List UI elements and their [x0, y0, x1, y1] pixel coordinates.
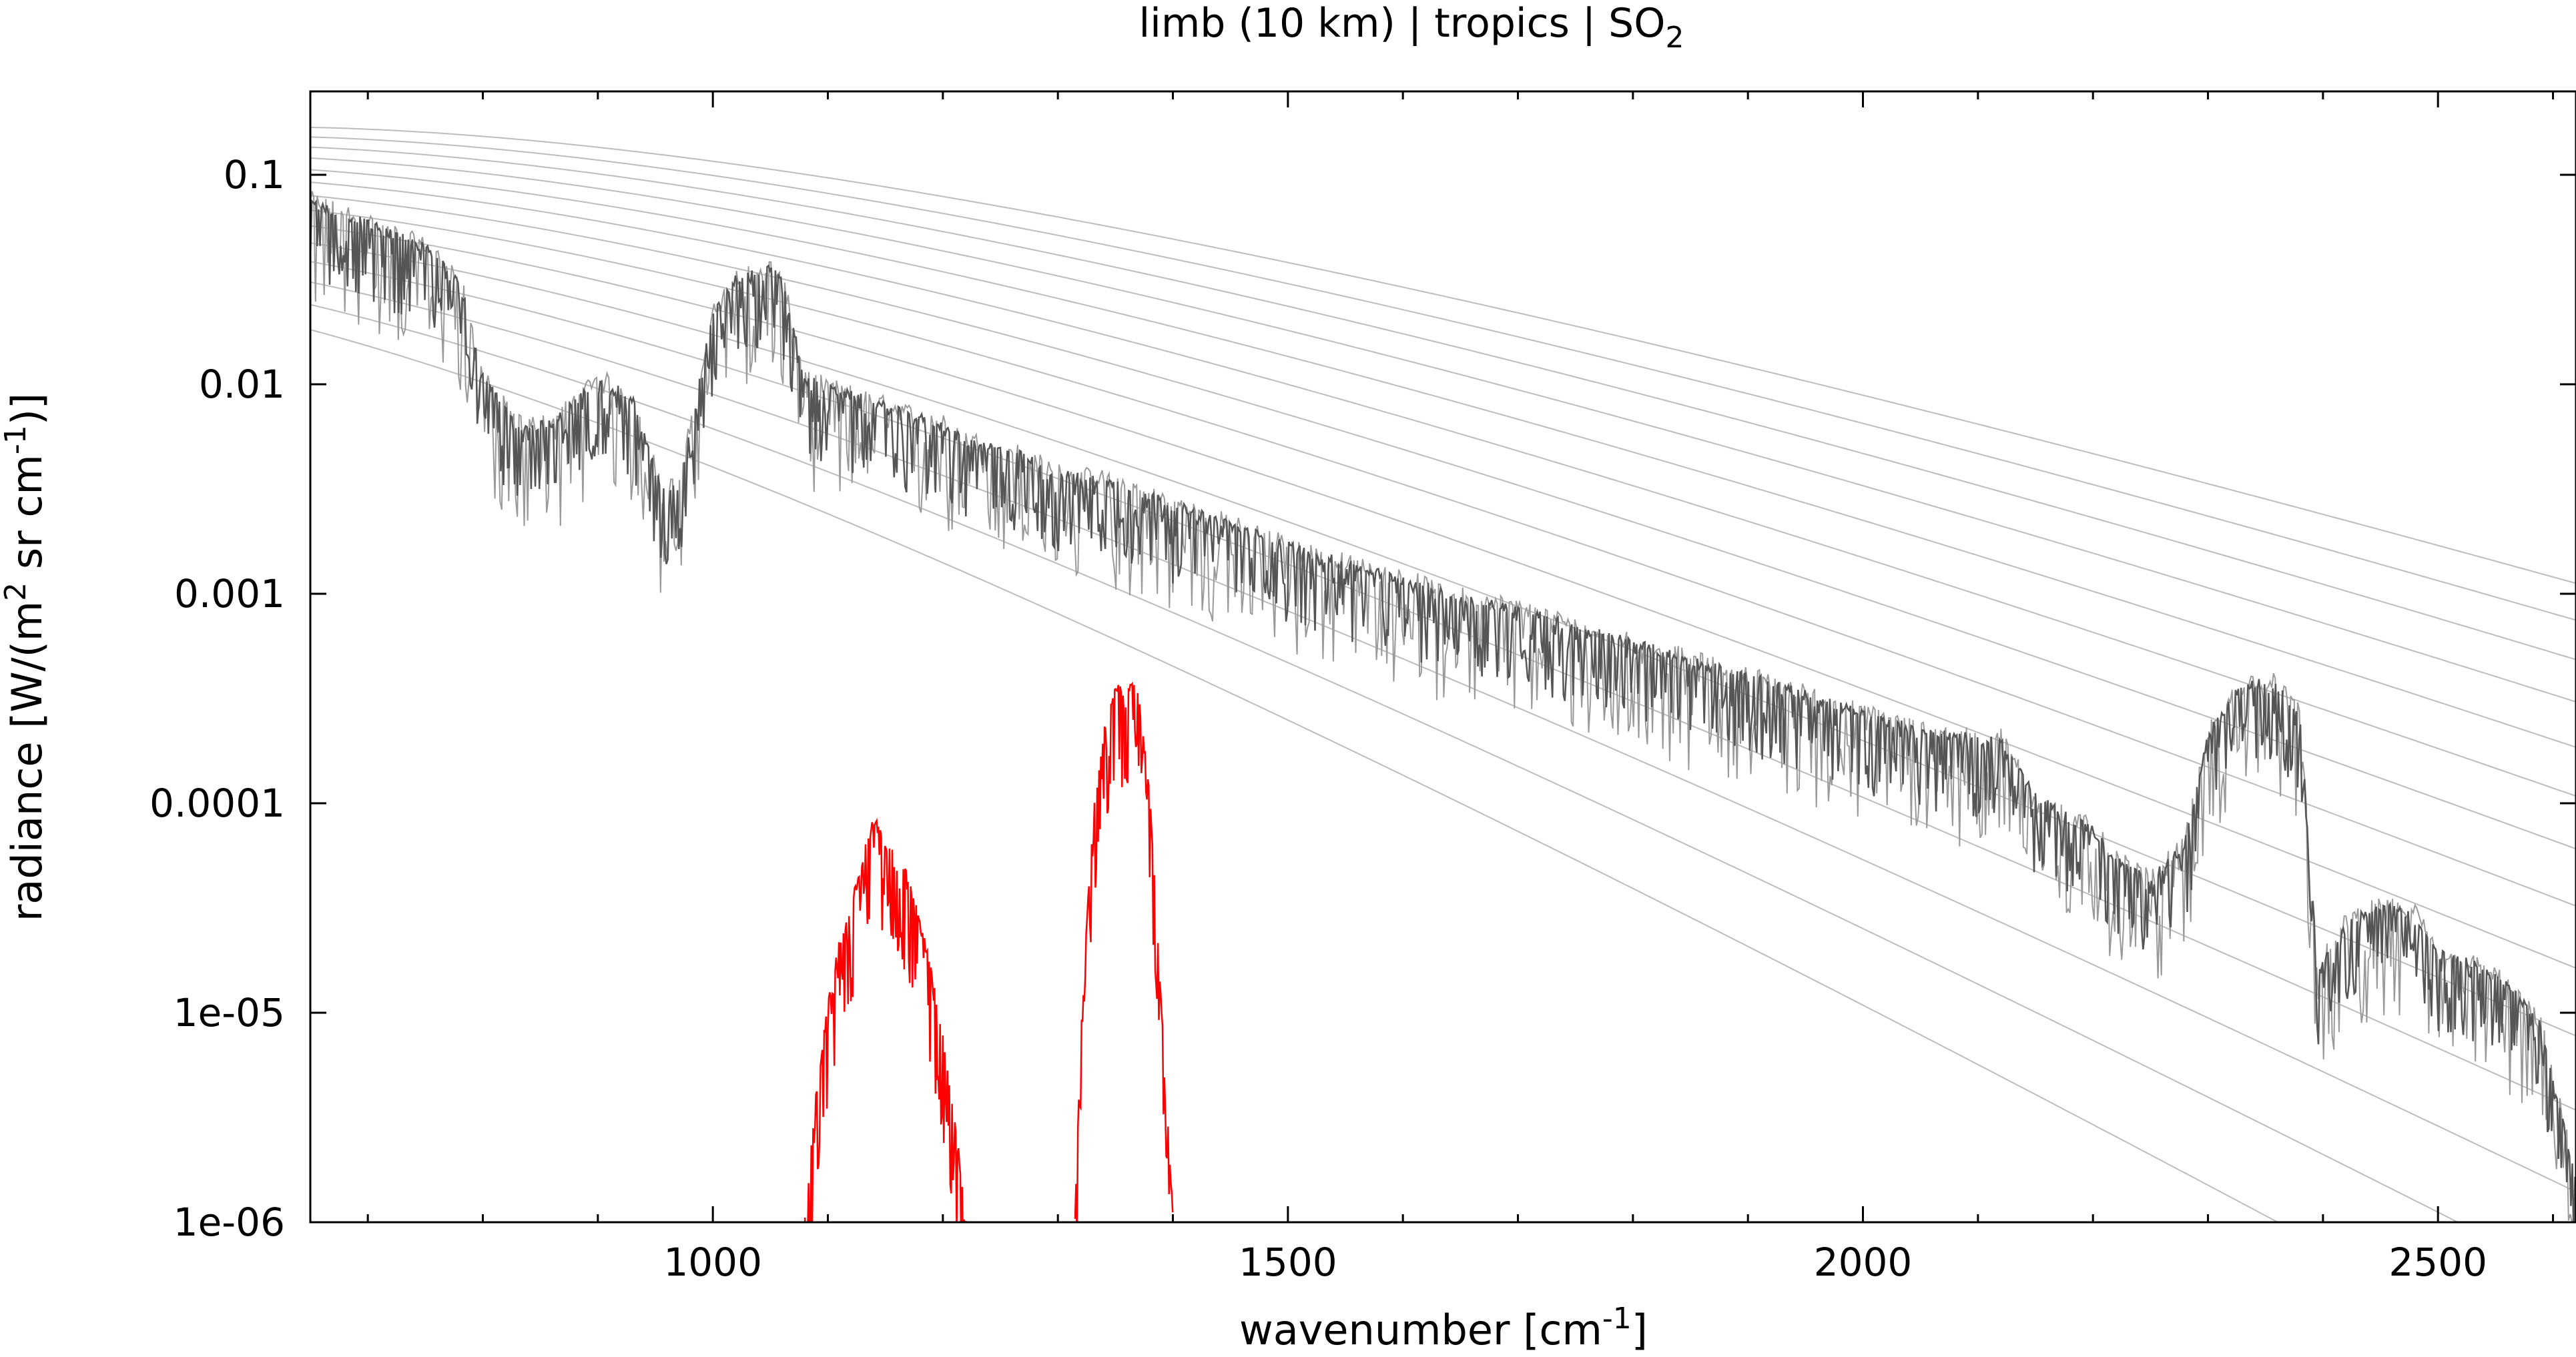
x-tick-label: 1500 [1239, 1240, 1337, 1285]
so2-band-2-line [1074, 681, 1174, 1222]
chart-title: limb (10 km) | tropics | SO2 [1139, 0, 1684, 55]
plot-frame [309, 90, 2576, 1224]
total-radiance-line [310, 199, 2576, 1222]
so2-band-1-line [803, 817, 967, 1222]
x-axis-label: wavenumber [cm-1] [1239, 1302, 1648, 1354]
planck-curves [310, 126, 2576, 1222]
x-tick-label: 2000 [1814, 1240, 1913, 1285]
y-axis-label-superscript-1: 2 [0, 582, 33, 601]
x-tick-label: 2500 [2388, 1240, 2487, 1285]
planck-curve-240K [310, 209, 2576, 907]
y-tick-label: 0.1 [224, 152, 285, 197]
planck-curve-190K [310, 304, 2460, 1222]
y-tick-label: 0.001 [174, 571, 285, 616]
y-axis-label: radiance [W/(m2 sr cm-1)] [0, 393, 51, 921]
planck-curve-280K [310, 157, 2576, 703]
title-subscript: 2 [1666, 21, 1684, 55]
planck-curve-250K [310, 195, 2576, 850]
planck-curve-290K [310, 146, 2576, 660]
planck-curve-260K [310, 181, 2576, 797]
total-radiance-light-line [310, 191, 2573, 1222]
planck-curve-300K [310, 136, 2576, 621]
y-tick-label: 1e-06 [174, 1200, 285, 1245]
y-tick-label: 0.01 [199, 362, 285, 407]
planck-curve-310K [310, 126, 2576, 584]
y-axis-label-superscript-2: -1 [0, 425, 33, 454]
y-axis: 0.1 0.01 0.001 0.0001 1e-05 1e-06 [149, 152, 2576, 1245]
x-axis: 1000 1500 2000 2500 [366, 91, 2555, 1285]
planck-curve-220K [310, 242, 2576, 1037]
x-tick-label: 1000 [663, 1240, 762, 1285]
planck-curve-270K [310, 169, 2576, 748]
so2-radiance-series [803, 681, 1174, 1222]
planck-curve-200K [310, 281, 2576, 1193]
x-axis-label-superscript: -1 [1602, 1302, 1632, 1336]
y-tick-label: 1e-05 [174, 990, 285, 1035]
y-tick-label: 0.0001 [149, 781, 285, 826]
total-radiance-series [310, 191, 2576, 1222]
